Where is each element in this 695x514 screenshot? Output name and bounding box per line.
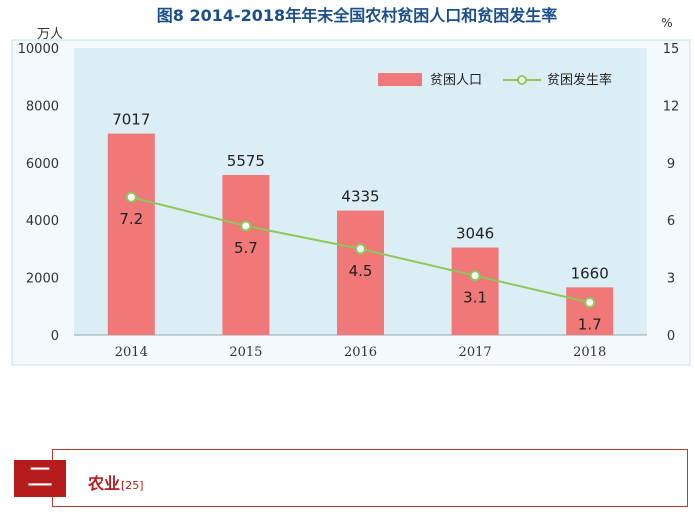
legend: 贫困人口 贫困发生率 [378, 72, 612, 88]
chart-title: 图8 2014-2018年年末全国农村贫困人口和贫困发生率 [157, 6, 557, 25]
bar [566, 287, 614, 335]
legend-label-bar: 贫困人口 [430, 72, 482, 88]
rate-value-label: 4.5 [349, 262, 373, 280]
y-left-tick-label: 4000 [26, 214, 59, 229]
x-tick-label: 2017 [459, 345, 492, 360]
x-tick-label: 2014 [115, 345, 148, 360]
bar-value-label: 4335 [341, 188, 379, 206]
rate-value-label: 5.7 [234, 239, 258, 257]
y-right-unit: % [661, 16, 672, 30]
bar [107, 133, 155, 335]
line-series [125, 191, 596, 308]
bar [451, 247, 499, 335]
bar-value-label: 3046 [456, 225, 494, 243]
bar [337, 210, 384, 335]
x-tick-label: 2015 [229, 345, 262, 360]
legend-label-line: 贫困发生率 [547, 72, 612, 88]
chart: 图8 2014-2018年年末全国农村贫困人口和贫困发生率 万人 % 0 2000… [11, 6, 691, 366]
data-labels: 7017 5575 4335 3046 1660 7.2 5.7 4.5 3.1 1.7 [112, 111, 609, 334]
section-title-text: 农业 [88, 474, 121, 493]
y-right-tick-label: 6 [667, 214, 675, 229]
legend-swatch-point [517, 75, 527, 85]
footnote-ref[interactable]: [25] [121, 479, 144, 492]
bar-value-label: 7017 [112, 111, 150, 129]
x-tick-label: 2018 [573, 345, 606, 360]
rate-point [125, 191, 137, 203]
y-right-tick-label: 15 [663, 42, 680, 57]
y-right-tick-label: 3 [667, 272, 675, 287]
rate-point [240, 220, 252, 232]
rate-point [584, 296, 596, 308]
rate-value-label: 1.7 [578, 315, 602, 333]
rate-point [469, 270, 481, 282]
bar [222, 174, 270, 335]
rate-value-label: 7.2 [119, 210, 143, 228]
y-left-unit: 万人 [37, 27, 63, 42]
bar-series [107, 133, 614, 335]
section-header-box [52, 449, 688, 507]
x-tick-label: 2016 [344, 345, 377, 360]
legend-swatch-bar [378, 73, 422, 86]
y-right-tick-label: 0 [667, 329, 675, 344]
section-number: 二 [14, 460, 66, 497]
y-right-tick-label: 12 [663, 99, 680, 114]
rate-point [355, 243, 366, 255]
bar-value-label: 5575 [227, 152, 265, 170]
y-left-tick-label: 0 [51, 329, 59, 344]
y-left-tick-label: 2000 [26, 272, 59, 287]
bar-value-label: 1660 [571, 264, 609, 282]
y-left-tick-label: 6000 [26, 157, 59, 172]
y-right-tick-label: 9 [667, 157, 675, 172]
y-left-tick-label: 8000 [26, 99, 59, 114]
rate-value-label: 3.1 [463, 289, 487, 307]
y-left-tick-label: 10000 [18, 42, 59, 57]
section-title[interactable]: 农业[25] [88, 470, 144, 494]
